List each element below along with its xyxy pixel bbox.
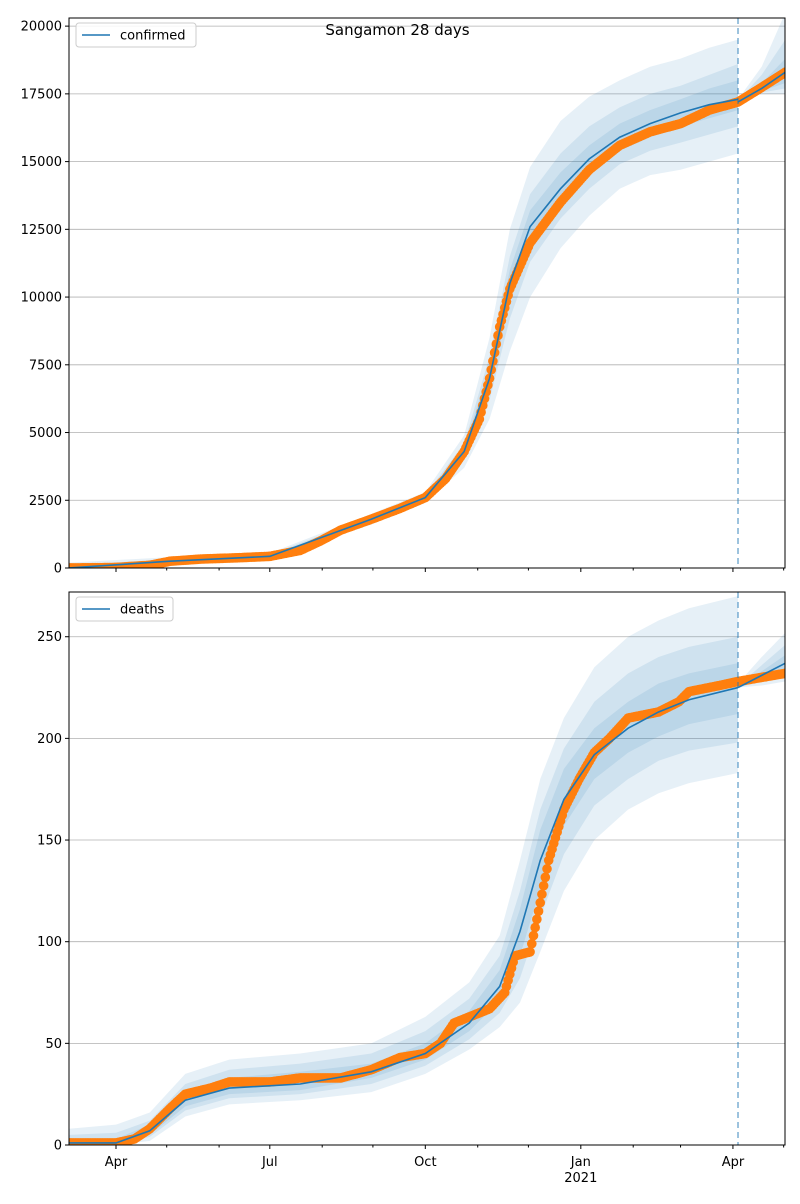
model-band-inner: [69, 663, 739, 1145]
observed-point: [542, 864, 552, 874]
model-band-outer: [69, 596, 739, 1145]
forecast-line: [737, 71, 785, 103]
x-year-label: 2021: [564, 1171, 597, 1186]
x-tick-label: Apr: [722, 1155, 745, 1170]
axes-frame: [68, 591, 786, 1146]
y-tick-label: 50: [45, 1037, 62, 1052]
legend-label: deaths: [120, 603, 165, 618]
observed-point: [530, 922, 540, 933]
chart-title: Sangamon 28 days: [325, 21, 470, 39]
observed-point: [528, 930, 539, 941]
y-tick-label: 20000: [21, 20, 62, 35]
model-line: [69, 98, 739, 568]
y-tick-label: 7500: [29, 358, 62, 373]
observed-point: [537, 889, 547, 900]
y-tick-label: 5000: [29, 426, 62, 441]
deaths-panel: 0 50 100 150 200 250 Apr Jul Oct Jan Apr 2021 deaths: [37, 591, 786, 1186]
y-tick-label: 2500: [29, 494, 62, 509]
x-tick-label: Oct: [414, 1155, 436, 1170]
observed-point: [525, 947, 535, 957]
model-band-outer: [69, 39, 739, 568]
y-tick-label: 17500: [21, 87, 62, 102]
y-tick-label: 0: [54, 1139, 62, 1154]
forecast-line: [737, 662, 785, 689]
x-tick-label: Jan: [570, 1155, 591, 1170]
y-tick-label: 200: [37, 732, 62, 747]
model-band-middle: [69, 636, 739, 1145]
observed-point: [535, 897, 546, 908]
y-tick-label: 10000: [21, 291, 62, 306]
y-tick-label: 12500: [21, 223, 62, 238]
y-tick-label: 0: [54, 562, 62, 577]
legend-label: confirmed: [120, 29, 186, 44]
legend: deaths: [75, 596, 174, 622]
x-tick-label: Jul: [261, 1155, 278, 1170]
confirmed-panel: 0 2500 5000 7500 10000 12500 15000 17500 20000 co…: [21, 17, 786, 577]
x-tick-label: Apr: [105, 1155, 128, 1170]
observed-point: [538, 880, 549, 891]
y-tick-label: 250: [37, 630, 62, 645]
y-tick-label: 100: [37, 935, 62, 950]
observed-point: [780, 668, 785, 679]
forecast-band-middle: [738, 40, 785, 102]
legend: confirmed: [75, 22, 197, 48]
model-line: [69, 686, 739, 1144]
y-tick-label: 150: [37, 834, 62, 849]
observed-point: [533, 906, 544, 916]
observed-point: [526, 938, 537, 949]
observed-point: [540, 872, 551, 883]
axes-frame: [68, 17, 786, 569]
y-tick-label: 15000: [21, 155, 62, 170]
observed-point: [532, 914, 542, 925]
